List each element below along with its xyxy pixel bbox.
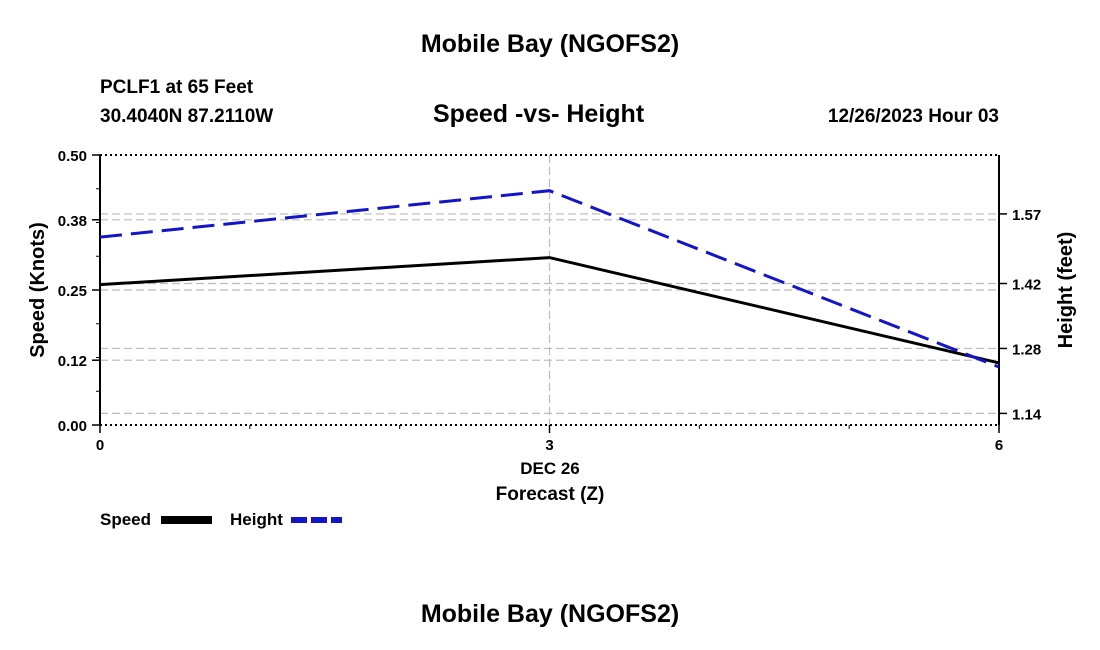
series-lines [99, 189, 1000, 369]
axis-labels: 0.00 0.12 0.25 0.38 0.50 1.14 1.28 1.42 1.57 0 3 6 D… [27, 148, 1077, 529]
y-axis-title: Speed (Knots) [27, 222, 49, 358]
station-coordinates: 30.4040N 87.2110W [100, 106, 274, 127]
y-tick-label: 0.25 [58, 283, 87, 300]
y2-tick-label: 1.42 [1012, 277, 1041, 294]
y2-tick-label: 1.28 [1012, 341, 1041, 358]
y2-tick-label: 1.57 [1012, 207, 1041, 224]
grid-lines [100, 155, 999, 425]
y2-axis-title: Height (feet) [1055, 232, 1077, 349]
page-title-bottom: Mobile Bay (NGOFS2) [420, 600, 680, 628]
station-label: PCLF1 at 65 Feet [100, 77, 254, 98]
x-date-label: DEC 26 [520, 459, 580, 478]
y-tick-label: 0.12 [58, 353, 87, 370]
speed-series-line [99, 256, 1000, 365]
x-tick-label: 3 [545, 437, 553, 454]
page-title-top: Mobile Bay (NGOFS2) [420, 30, 680, 58]
x-tick-label: 6 [995, 437, 1003, 454]
height-series-line [99, 189, 1000, 369]
y2-tick-label: 1.14 [1012, 406, 1042, 423]
axis-ticks [92, 154, 1007, 433]
legend-speed-label: Speed [100, 510, 151, 529]
x-tick-label: 0 [96, 437, 104, 454]
y-tick-label: 0.50 [58, 148, 87, 165]
y-tick-label: 0.38 [58, 213, 87, 230]
forecast-datetime: 12/26/2023 Hour 03 [827, 106, 999, 127]
legend-height-label: Height [230, 510, 283, 529]
y-tick-label: 0.00 [58, 418, 87, 435]
x-axis-title: Forecast (Z) [496, 484, 605, 505]
chart-title: Speed -vs- Height [433, 100, 645, 128]
